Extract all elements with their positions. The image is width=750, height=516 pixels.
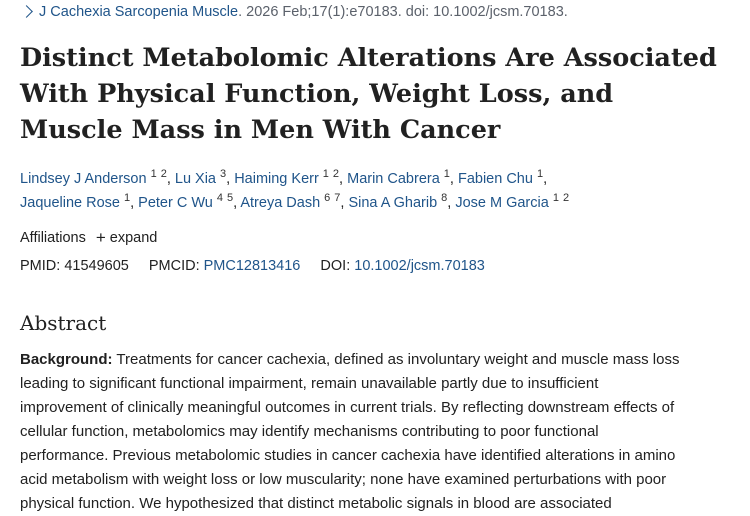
citation-details: . 2026 Feb;17(1):e70183. doi: 10.1002/jc… <box>238 4 568 20</box>
affiliation-refs: 8 <box>441 192 448 204</box>
abstract-line: improvement of clinically meaningful out… <box>20 399 675 416</box>
pmid-value: 41549605 <box>64 258 129 274</box>
abstract-line: leading to significant functional impair… <box>20 375 599 392</box>
identifiers-row: PMID: 41549605 PMCID: PMC12813416 DOI: 1… <box>20 256 485 276</box>
chevron-right-icon <box>20 5 33 19</box>
abstract-line: physical function. We hypothesized that … <box>20 495 612 512</box>
journal-link[interactable]: J Cachexia Sarcopenia Muscle <box>39 4 239 20</box>
article-title: Distinct Metabolomic Alterations Are Ass… <box>20 43 717 145</box>
doi-link[interactable]: 10.1002/jcsm.70183 <box>354 258 485 274</box>
citation-line: J Cachexia Sarcopenia Muscle. 2026 Feb;1… <box>20 2 568 22</box>
author-line-2: Jaqueline Rose 1, Peter C Wu 4 5, Atreya Da… <box>20 192 570 212</box>
affiliation-refs: 1 <box>443 168 450 180</box>
affiliations-label: Affiliations <box>20 230 86 246</box>
author-link[interactable]: Lu Xia <box>174 171 216 187</box>
author-link[interactable]: Sina A Gharib <box>348 195 438 211</box>
affiliations-row: Affiliations + expand <box>20 228 157 248</box>
affiliation-refs: 3 <box>220 168 227 180</box>
abstract-line: cellular function, metabolomics may iden… <box>20 423 599 440</box>
abstract-line: Background: Treatments for cancer cachex… <box>20 351 680 368</box>
abstract-text: Background: Treatments for cancer cachex… <box>20 348 735 516</box>
author-link[interactable]: Fabien Chu <box>457 171 533 187</box>
author-link[interactable]: Lindsey J Anderson <box>20 171 147 187</box>
pmcid-label: PMCID: <box>148 258 200 274</box>
abstract-heading: Abstract <box>20 311 107 335</box>
pmid-label: PMID: <box>20 258 61 274</box>
author-link[interactable]: Atreya Dash <box>240 195 321 211</box>
background-label: Background: <box>20 351 113 368</box>
expand-label: expand <box>109 230 158 246</box>
doi-label: DOI: <box>320 258 351 274</box>
author-list: Lindsey J Anderson 1 2, Lu Xia 3, Haiming K… <box>20 167 735 215</box>
author-line-1: Lindsey J Anderson 1 2, Lu Xia 3, Haiming K… <box>20 168 548 188</box>
author-link[interactable]: Haiming Kerr <box>234 171 319 187</box>
author-link[interactable]: Jose M Garcia <box>455 195 549 211</box>
abstract-line: performance. Previous metabolomic studie… <box>20 447 676 464</box>
abstract-line: acid metabolism with weight loss or low … <box>20 471 667 488</box>
author-link[interactable]: Jaqueline Rose <box>20 195 120 211</box>
affiliation-refs: 1 <box>536 168 544 180</box>
affiliations-expand-button[interactable]: + expand <box>95 228 158 247</box>
plus-icon: + <box>95 228 106 247</box>
pmcid-link[interactable]: PMC12813416 <box>203 258 301 274</box>
affiliation-refs: 1 <box>123 192 131 204</box>
author-link[interactable]: Peter C Wu <box>138 195 213 211</box>
author-link[interactable]: Marin Cabrera <box>347 171 440 187</box>
